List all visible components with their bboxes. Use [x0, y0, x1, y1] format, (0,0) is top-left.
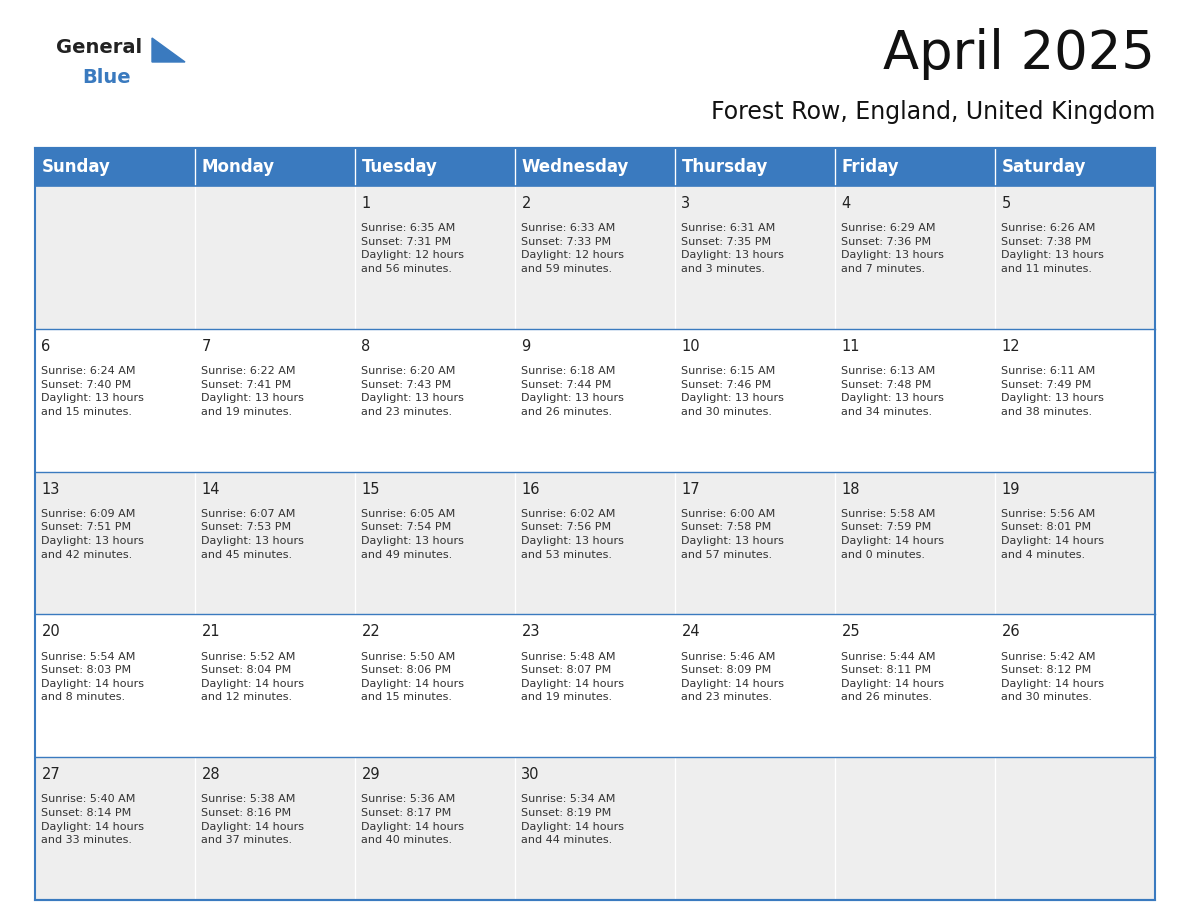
Text: Sunday: Sunday — [42, 158, 110, 176]
Text: Sunrise: 5:48 AM
Sunset: 8:07 PM
Daylight: 14 hours
and 19 minutes.: Sunrise: 5:48 AM Sunset: 8:07 PM Dayligh… — [522, 652, 625, 702]
Bar — [675, 148, 835, 186]
Bar — [34, 148, 195, 186]
Text: 11: 11 — [841, 339, 860, 353]
Text: 18: 18 — [841, 482, 860, 497]
Text: Sunrise: 5:50 AM
Sunset: 8:06 PM
Daylight: 14 hours
and 15 minutes.: Sunrise: 5:50 AM Sunset: 8:06 PM Dayligh… — [361, 652, 465, 702]
Text: Sunrise: 5:54 AM
Sunset: 8:03 PM
Daylight: 14 hours
and 8 minutes.: Sunrise: 5:54 AM Sunset: 8:03 PM Dayligh… — [42, 652, 145, 702]
Text: Sunrise: 6:18 AM
Sunset: 7:44 PM
Daylight: 13 hours
and 26 minutes.: Sunrise: 6:18 AM Sunset: 7:44 PM Dayligh… — [522, 366, 624, 417]
Text: Sunrise: 6:20 AM
Sunset: 7:43 PM
Daylight: 13 hours
and 23 minutes.: Sunrise: 6:20 AM Sunset: 7:43 PM Dayligh… — [361, 366, 465, 417]
Text: Sunrise: 6:22 AM
Sunset: 7:41 PM
Daylight: 13 hours
and 19 minutes.: Sunrise: 6:22 AM Sunset: 7:41 PM Dayligh… — [202, 366, 304, 417]
Text: Tuesday: Tuesday — [361, 158, 437, 176]
Text: 15: 15 — [361, 482, 380, 497]
Bar — [34, 186, 1155, 329]
Text: 23: 23 — [522, 624, 539, 640]
Text: 1: 1 — [361, 196, 371, 211]
Text: General: General — [56, 38, 143, 57]
Text: Saturday: Saturday — [1001, 158, 1086, 176]
Text: Blue: Blue — [82, 68, 131, 87]
Text: Sunrise: 5:42 AM
Sunset: 8:12 PM
Daylight: 14 hours
and 30 minutes.: Sunrise: 5:42 AM Sunset: 8:12 PM Dayligh… — [1001, 652, 1105, 702]
Bar — [34, 472, 1155, 614]
Text: 6: 6 — [42, 339, 51, 353]
Text: 12: 12 — [1001, 339, 1020, 353]
Text: Forest Row, England, United Kingdom: Forest Row, England, United Kingdom — [710, 100, 1155, 124]
Text: Sunrise: 6:26 AM
Sunset: 7:38 PM
Daylight: 13 hours
and 11 minutes.: Sunrise: 6:26 AM Sunset: 7:38 PM Dayligh… — [1001, 223, 1105, 274]
Text: Sunrise: 6:33 AM
Sunset: 7:33 PM
Daylight: 12 hours
and 59 minutes.: Sunrise: 6:33 AM Sunset: 7:33 PM Dayligh… — [522, 223, 625, 274]
Text: Sunrise: 5:44 AM
Sunset: 8:11 PM
Daylight: 14 hours
and 26 minutes.: Sunrise: 5:44 AM Sunset: 8:11 PM Dayligh… — [841, 652, 944, 702]
Text: 5: 5 — [1001, 196, 1011, 211]
Text: Sunrise: 5:58 AM
Sunset: 7:59 PM
Daylight: 14 hours
and 0 minutes.: Sunrise: 5:58 AM Sunset: 7:59 PM Dayligh… — [841, 509, 944, 560]
Text: 17: 17 — [682, 482, 700, 497]
Text: Wednesday: Wednesday — [522, 158, 628, 176]
Text: Sunrise: 5:34 AM
Sunset: 8:19 PM
Daylight: 14 hours
and 44 minutes.: Sunrise: 5:34 AM Sunset: 8:19 PM Dayligh… — [522, 794, 625, 845]
Bar — [355, 148, 516, 186]
Text: 14: 14 — [202, 482, 220, 497]
Text: Sunrise: 6:07 AM
Sunset: 7:53 PM
Daylight: 13 hours
and 45 minutes.: Sunrise: 6:07 AM Sunset: 7:53 PM Dayligh… — [202, 509, 304, 560]
Text: 16: 16 — [522, 482, 539, 497]
Bar — [516, 148, 675, 186]
Bar — [195, 148, 355, 186]
Bar — [835, 148, 996, 186]
Text: Sunrise: 6:00 AM
Sunset: 7:58 PM
Daylight: 13 hours
and 57 minutes.: Sunrise: 6:00 AM Sunset: 7:58 PM Dayligh… — [682, 509, 784, 560]
Text: Sunrise: 6:29 AM
Sunset: 7:36 PM
Daylight: 13 hours
and 7 minutes.: Sunrise: 6:29 AM Sunset: 7:36 PM Dayligh… — [841, 223, 944, 274]
Text: Thursday: Thursday — [682, 158, 767, 176]
Text: Sunrise: 6:31 AM
Sunset: 7:35 PM
Daylight: 13 hours
and 3 minutes.: Sunrise: 6:31 AM Sunset: 7:35 PM Dayligh… — [682, 223, 784, 274]
Bar — [34, 329, 1155, 472]
Text: Sunrise: 6:24 AM
Sunset: 7:40 PM
Daylight: 13 hours
and 15 minutes.: Sunrise: 6:24 AM Sunset: 7:40 PM Dayligh… — [42, 366, 144, 417]
Text: Sunrise: 6:13 AM
Sunset: 7:48 PM
Daylight: 13 hours
and 34 minutes.: Sunrise: 6:13 AM Sunset: 7:48 PM Dayligh… — [841, 366, 944, 417]
Text: Sunrise: 6:05 AM
Sunset: 7:54 PM
Daylight: 13 hours
and 49 minutes.: Sunrise: 6:05 AM Sunset: 7:54 PM Dayligh… — [361, 509, 465, 560]
Text: 21: 21 — [202, 624, 220, 640]
Text: Sunrise: 5:56 AM
Sunset: 8:01 PM
Daylight: 14 hours
and 4 minutes.: Sunrise: 5:56 AM Sunset: 8:01 PM Dayligh… — [1001, 509, 1105, 560]
Text: Sunrise: 5:38 AM
Sunset: 8:16 PM
Daylight: 14 hours
and 37 minutes.: Sunrise: 5:38 AM Sunset: 8:16 PM Dayligh… — [202, 794, 304, 845]
Text: 29: 29 — [361, 767, 380, 782]
Text: Sunrise: 6:11 AM
Sunset: 7:49 PM
Daylight: 13 hours
and 38 minutes.: Sunrise: 6:11 AM Sunset: 7:49 PM Dayligh… — [1001, 366, 1105, 417]
Text: 9: 9 — [522, 339, 531, 353]
Text: 25: 25 — [841, 624, 860, 640]
Text: 13: 13 — [42, 482, 59, 497]
Bar — [34, 757, 1155, 900]
Bar — [996, 148, 1155, 186]
Text: 2: 2 — [522, 196, 531, 211]
Text: 19: 19 — [1001, 482, 1020, 497]
Text: 30: 30 — [522, 767, 539, 782]
Text: Sunrise: 5:52 AM
Sunset: 8:04 PM
Daylight: 14 hours
and 12 minutes.: Sunrise: 5:52 AM Sunset: 8:04 PM Dayligh… — [202, 652, 304, 702]
Text: 27: 27 — [42, 767, 61, 782]
Text: Sunrise: 6:09 AM
Sunset: 7:51 PM
Daylight: 13 hours
and 42 minutes.: Sunrise: 6:09 AM Sunset: 7:51 PM Dayligh… — [42, 509, 144, 560]
Bar — [34, 614, 1155, 757]
Text: April 2025: April 2025 — [883, 28, 1155, 80]
Text: 7: 7 — [202, 339, 210, 353]
Text: 24: 24 — [682, 624, 700, 640]
Text: 22: 22 — [361, 624, 380, 640]
Text: 4: 4 — [841, 196, 851, 211]
Text: Sunrise: 6:02 AM
Sunset: 7:56 PM
Daylight: 13 hours
and 53 minutes.: Sunrise: 6:02 AM Sunset: 7:56 PM Dayligh… — [522, 509, 624, 560]
Text: 28: 28 — [202, 767, 220, 782]
Bar — [34, 148, 1155, 900]
Text: Friday: Friday — [841, 158, 899, 176]
Text: 10: 10 — [682, 339, 700, 353]
Text: Sunrise: 5:40 AM
Sunset: 8:14 PM
Daylight: 14 hours
and 33 minutes.: Sunrise: 5:40 AM Sunset: 8:14 PM Dayligh… — [42, 794, 145, 845]
Text: Sunrise: 5:36 AM
Sunset: 8:17 PM
Daylight: 14 hours
and 40 minutes.: Sunrise: 5:36 AM Sunset: 8:17 PM Dayligh… — [361, 794, 465, 845]
Text: Monday: Monday — [202, 158, 274, 176]
Text: 8: 8 — [361, 339, 371, 353]
Text: Sunrise: 6:35 AM
Sunset: 7:31 PM
Daylight: 12 hours
and 56 minutes.: Sunrise: 6:35 AM Sunset: 7:31 PM Dayligh… — [361, 223, 465, 274]
Text: 3: 3 — [682, 196, 690, 211]
Polygon shape — [152, 38, 185, 62]
Text: 20: 20 — [42, 624, 61, 640]
Text: 26: 26 — [1001, 624, 1020, 640]
Text: Sunrise: 6:15 AM
Sunset: 7:46 PM
Daylight: 13 hours
and 30 minutes.: Sunrise: 6:15 AM Sunset: 7:46 PM Dayligh… — [682, 366, 784, 417]
Text: Sunrise: 5:46 AM
Sunset: 8:09 PM
Daylight: 14 hours
and 23 minutes.: Sunrise: 5:46 AM Sunset: 8:09 PM Dayligh… — [682, 652, 784, 702]
